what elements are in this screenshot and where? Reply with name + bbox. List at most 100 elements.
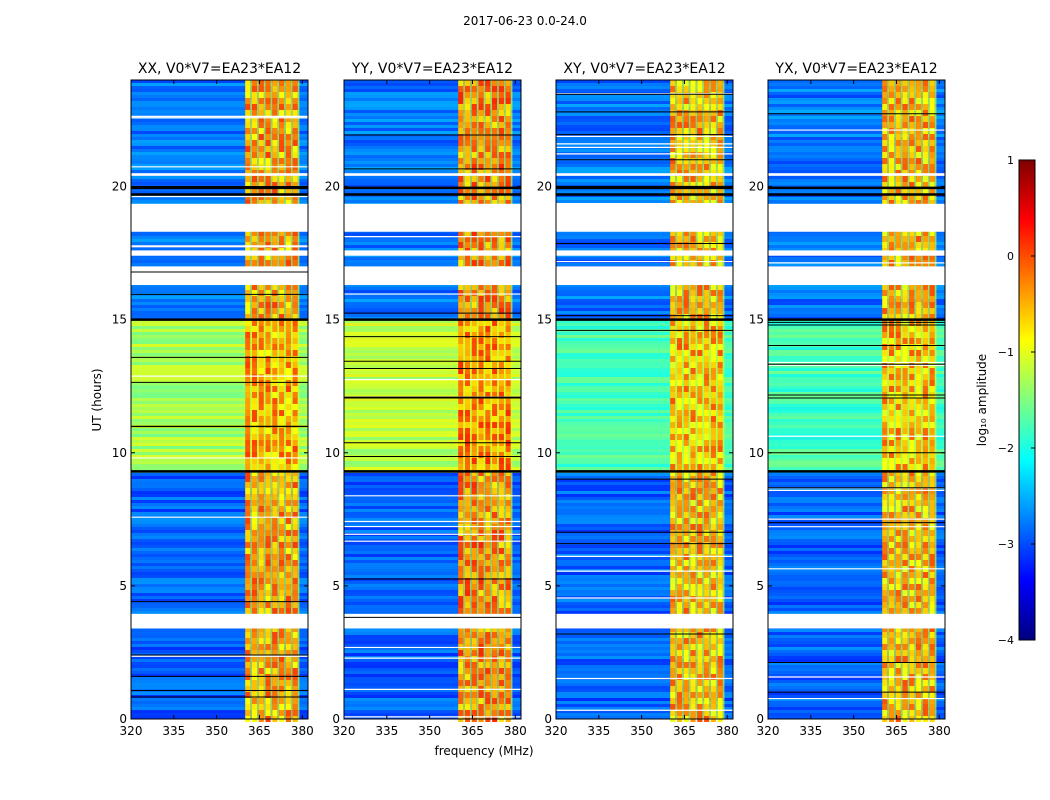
rfi-cell (929, 98, 935, 104)
rfi-cell (704, 254, 710, 260)
rfi-cell (929, 704, 935, 710)
rfi-cell (697, 356, 703, 362)
rfi-cell (710, 284, 716, 290)
rfi-cell (292, 458, 298, 464)
rfi-cell (285, 176, 291, 182)
rfi-cell (683, 488, 689, 494)
rfi-cell (251, 380, 258, 386)
noise-stripe (556, 122, 733, 125)
rfi-cell (888, 80, 895, 86)
rfi-cell (895, 536, 901, 542)
rfi-cell (882, 542, 888, 548)
rfi-cell (464, 362, 471, 368)
rfi-cell (717, 380, 723, 386)
rfi-cell (690, 482, 696, 488)
noise-stripe (556, 263, 733, 266)
rfi-cell (697, 530, 703, 536)
rfi-cell (902, 554, 908, 560)
colorbar-tick-label: −4 (998, 634, 1014, 647)
noise-stripe (768, 176, 945, 179)
rfi-cell (478, 530, 484, 536)
noise-stripe (768, 710, 945, 713)
noise-stripe (344, 572, 521, 575)
rfi-cell (717, 158, 723, 164)
rfi-cell (676, 122, 683, 128)
noise-stripe (556, 389, 733, 392)
rfi-cell (888, 314, 895, 320)
y-tick-label: 0 (544, 712, 552, 726)
rfi-cell (292, 590, 298, 596)
rfi-cell (285, 512, 291, 518)
rfi-cell (292, 656, 298, 662)
rfi-cell (704, 512, 710, 518)
rfi-cell (471, 86, 477, 92)
rfi-cell (922, 158, 928, 164)
noise-stripe (768, 656, 945, 659)
rfi-cell (670, 80, 676, 86)
rfi-cell (279, 98, 285, 104)
rfi-cell (478, 380, 484, 386)
rfi-cell (929, 410, 935, 416)
rfi-cell (710, 158, 716, 164)
rfi-cell (464, 506, 471, 512)
rfi-cell (272, 392, 278, 398)
rfi-cell (697, 422, 703, 428)
rfi-cell (292, 374, 298, 380)
rfi-cell (888, 650, 895, 656)
rfi-cell (471, 428, 477, 434)
rfi-cell (485, 566, 491, 572)
panel-frame (343, 79, 522, 720)
noise-stripe (344, 413, 521, 416)
rfi-cell (676, 392, 683, 398)
rfi-cell (285, 542, 291, 548)
rfi-cell (251, 386, 258, 392)
rfi-cell (505, 338, 511, 344)
rfi-cell (458, 332, 464, 338)
rfi-cell (882, 296, 888, 302)
noise-stripe (344, 140, 521, 143)
rfi-cell (245, 590, 251, 596)
noise-stripe (768, 611, 945, 614)
rfi-cell (690, 584, 696, 590)
rfi-cell (265, 122, 271, 128)
rfi-cell (478, 536, 484, 542)
rfi-cell (909, 254, 915, 260)
rfi-cell (683, 164, 689, 170)
rfi-cell (478, 236, 484, 242)
rfi-cell (929, 104, 935, 110)
rfi-cell (683, 530, 689, 536)
rfi-cell (258, 86, 264, 92)
rfi-cell (478, 122, 484, 128)
rfi-cell (683, 110, 689, 116)
rfi-cell (710, 488, 716, 494)
noise-stripe (131, 527, 308, 530)
rfi-cell (485, 176, 491, 182)
rfi-cell (922, 140, 928, 146)
noise-stripe (556, 200, 733, 203)
noise-stripe (344, 659, 521, 662)
rfi-cell (710, 584, 716, 590)
noise-stripe (768, 668, 945, 671)
rfi-cell (697, 512, 703, 518)
rfi-cell (258, 512, 264, 518)
rfi-cell (922, 152, 928, 158)
rfi-cell (895, 626, 901, 632)
rfi-cell (458, 602, 464, 608)
rfi-cell (916, 686, 922, 692)
noise-stripe (131, 365, 308, 368)
rfi-cell (292, 500, 298, 506)
noise-stripe (131, 89, 308, 92)
rfi-cell (471, 110, 477, 116)
rfi-cell (258, 344, 264, 350)
rfi-cell (916, 542, 922, 548)
rfi-cell (929, 170, 935, 176)
rfi-cell (670, 482, 676, 488)
rfi-cell (265, 356, 271, 362)
rfi-cell (704, 242, 710, 248)
rfi-cell (704, 140, 710, 146)
noise-stripe (768, 662, 945, 665)
rfi-cell (916, 242, 922, 248)
rfi-cell (922, 110, 928, 116)
rfi-cell (922, 176, 928, 182)
